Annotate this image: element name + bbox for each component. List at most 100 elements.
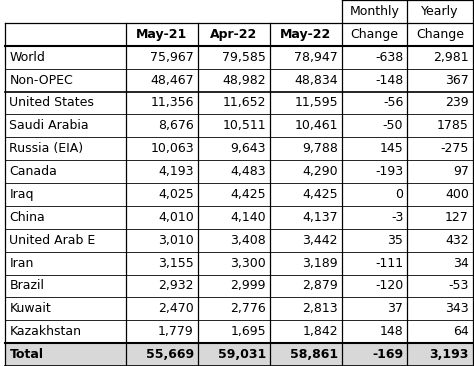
- Bar: [5, 343, 126, 366]
- Bar: [342, 274, 407, 297]
- Text: 78,947: 78,947: [294, 51, 338, 64]
- Bar: [126, 320, 198, 343]
- Bar: [198, 252, 270, 274]
- Text: -3: -3: [391, 211, 403, 224]
- Text: 1,779: 1,779: [158, 325, 194, 338]
- Bar: [270, 206, 342, 229]
- Bar: [407, 92, 473, 114]
- Text: Total: Total: [9, 348, 44, 361]
- Text: -111: -111: [375, 257, 403, 270]
- Bar: [126, 229, 198, 252]
- Bar: [342, 320, 407, 343]
- Text: 11,356: 11,356: [150, 96, 194, 109]
- Text: 3,300: 3,300: [230, 257, 266, 270]
- Bar: [198, 137, 270, 160]
- Bar: [342, 160, 407, 183]
- Text: China: China: [9, 211, 45, 224]
- Bar: [342, 69, 407, 92]
- Bar: [126, 0, 198, 23]
- Bar: [270, 320, 342, 343]
- Bar: [342, 229, 407, 252]
- Text: Russia (EIA): Russia (EIA): [9, 142, 83, 155]
- Text: -120: -120: [375, 279, 403, 292]
- Text: 10,461: 10,461: [294, 119, 338, 132]
- Text: 11,652: 11,652: [222, 96, 266, 109]
- Bar: [270, 92, 342, 114]
- Text: 127: 127: [445, 211, 469, 224]
- Text: 48,982: 48,982: [222, 74, 266, 87]
- Text: 9,643: 9,643: [230, 142, 266, 155]
- Bar: [5, 252, 126, 274]
- Text: 4,290: 4,290: [302, 165, 338, 178]
- Bar: [407, 343, 473, 366]
- Bar: [270, 0, 342, 23]
- Text: Saudi Arabia: Saudi Arabia: [9, 119, 89, 132]
- Bar: [126, 274, 198, 297]
- Bar: [5, 160, 126, 183]
- Text: -56: -56: [383, 96, 403, 109]
- Bar: [342, 297, 407, 320]
- Text: Apr-22: Apr-22: [210, 28, 257, 41]
- Text: United States: United States: [9, 96, 94, 109]
- Text: 48,834: 48,834: [294, 74, 338, 87]
- Bar: [198, 206, 270, 229]
- Text: 3,010: 3,010: [158, 234, 194, 247]
- Bar: [126, 183, 198, 206]
- Text: 4,425: 4,425: [230, 188, 266, 201]
- Bar: [270, 160, 342, 183]
- Bar: [126, 137, 198, 160]
- Bar: [126, 92, 198, 114]
- Bar: [407, 46, 473, 69]
- Bar: [198, 274, 270, 297]
- Text: May-22: May-22: [280, 28, 331, 41]
- Bar: [198, 69, 270, 92]
- Bar: [198, 114, 270, 137]
- Bar: [270, 46, 342, 69]
- Bar: [407, 0, 473, 23]
- Text: 148: 148: [380, 325, 403, 338]
- Bar: [342, 343, 407, 366]
- Bar: [126, 69, 198, 92]
- Text: May-21: May-21: [136, 28, 187, 41]
- Bar: [407, 137, 473, 160]
- Text: 2,999: 2,999: [230, 279, 266, 292]
- Bar: [198, 320, 270, 343]
- Bar: [198, 46, 270, 69]
- Text: 1,842: 1,842: [302, 325, 338, 338]
- Text: 1785: 1785: [437, 119, 469, 132]
- Bar: [5, 114, 126, 137]
- Bar: [5, 229, 126, 252]
- Text: World: World: [9, 51, 46, 64]
- Bar: [342, 183, 407, 206]
- Bar: [407, 320, 473, 343]
- Bar: [126, 23, 198, 46]
- Bar: [5, 183, 126, 206]
- Text: 2,470: 2,470: [158, 302, 194, 315]
- Bar: [342, 206, 407, 229]
- Text: -148: -148: [375, 74, 403, 87]
- Bar: [270, 297, 342, 320]
- Bar: [407, 297, 473, 320]
- Text: -193: -193: [375, 165, 403, 178]
- Text: 4,140: 4,140: [230, 211, 266, 224]
- Text: 2,932: 2,932: [158, 279, 194, 292]
- Bar: [126, 160, 198, 183]
- Text: Monthly: Monthly: [349, 5, 400, 18]
- Text: 97: 97: [453, 165, 469, 178]
- Bar: [198, 343, 270, 366]
- Text: 3,408: 3,408: [230, 234, 266, 247]
- Bar: [198, 23, 270, 46]
- Bar: [407, 183, 473, 206]
- Bar: [407, 206, 473, 229]
- Text: 3,193: 3,193: [429, 348, 469, 361]
- Text: 35: 35: [388, 234, 403, 247]
- Text: -50: -50: [383, 119, 403, 132]
- Text: 3,155: 3,155: [158, 257, 194, 270]
- Bar: [198, 0, 270, 23]
- Bar: [198, 92, 270, 114]
- Text: 34: 34: [453, 257, 469, 270]
- Text: 11,595: 11,595: [294, 96, 338, 109]
- Bar: [198, 160, 270, 183]
- Bar: [5, 23, 126, 46]
- Bar: [270, 183, 342, 206]
